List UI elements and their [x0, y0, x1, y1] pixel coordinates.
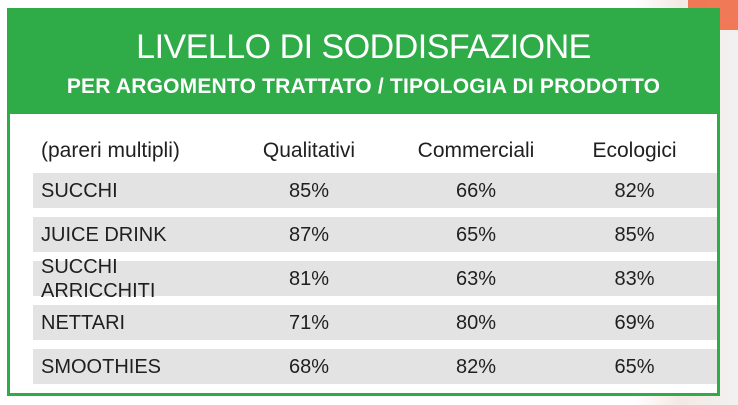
- table-subtitle: PER ARGOMENTO TRATTATO / TIPOLOGIA DI PR…: [66, 75, 661, 98]
- table-cell: 80%: [455, 311, 497, 334]
- satisfaction-table: (pareri multipli) Qualitativi Commercial…: [33, 129, 717, 393]
- table-cell: 69%: [614, 311, 655, 334]
- column-header: Ecologici: [592, 139, 677, 162]
- table-cell: 83%: [614, 267, 655, 290]
- table-cell: 65%: [614, 355, 655, 378]
- row-label: SUCCHI ARRICCHITI: [41, 255, 156, 302]
- table-cell: 81%: [288, 267, 330, 290]
- table-cell: 85%: [614, 223, 655, 246]
- row-label: NETTARI: [41, 311, 126, 334]
- table-header-band: LIVELLO DI SODDISFAZIONE PER ARGOMENTO T…: [10, 11, 717, 114]
- row-label: JUICE DRINK: [41, 223, 167, 246]
- table-cell: 65%: [455, 223, 497, 246]
- table-cell: 85%: [288, 179, 330, 202]
- satisfaction-table-card: LIVELLO DI SODDISFAZIONE PER ARGOMENTO T…: [7, 8, 720, 396]
- table-cell: 71%: [288, 311, 330, 334]
- table-row: NETTARI 71% 80% 69%: [33, 305, 717, 340]
- row-label: SUCCHI: [41, 179, 118, 202]
- column-header: Commerciali: [417, 139, 535, 162]
- table-cell: 66%: [455, 179, 497, 202]
- table-row: SMOOTHIES 68% 82% 65%: [33, 349, 717, 384]
- table-title: LIVELLO DI SODDISFAZIONE: [136, 28, 591, 66]
- table-row: JUICE DRINK 87% 65% 85%: [33, 217, 717, 252]
- table-row: SUCCHI ARRICCHITI 81% 63% 83%: [33, 256, 717, 302]
- table-cell: 82%: [455, 355, 497, 378]
- row-header-label: (pareri multipli): [41, 139, 180, 162]
- table-cell: 87%: [288, 223, 330, 246]
- row-label: SMOOTHIES: [41, 355, 162, 378]
- table-row: SUCCHI 85% 66% 82%: [33, 173, 717, 208]
- table-cell: 68%: [288, 355, 330, 378]
- table-cell: 63%: [455, 267, 497, 290]
- table-header-row: (pareri multipli) Qualitativi Commercial…: [33, 129, 717, 173]
- table-cell: 82%: [614, 179, 655, 202]
- column-header: Qualitativi: [262, 139, 356, 162]
